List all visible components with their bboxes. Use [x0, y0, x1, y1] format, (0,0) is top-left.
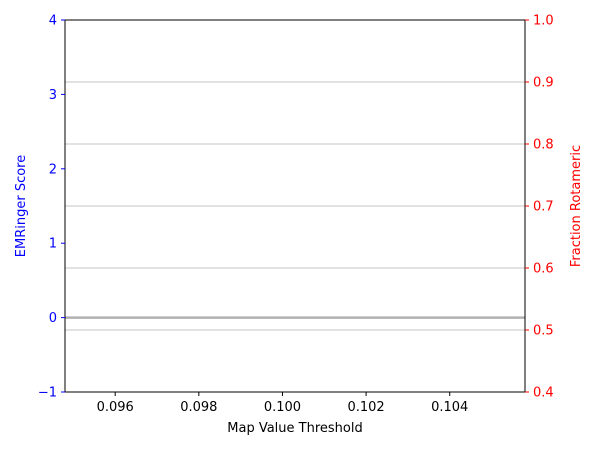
y-left-tick-label: 3 [49, 88, 57, 103]
x-axis-title: Map Value Threshold [227, 421, 362, 436]
y-axis-left: −1 0 1 2 3 4 [38, 14, 65, 401]
y-right-tick-label: 0.8 [533, 138, 554, 153]
y-left-tick-label: 1 [49, 237, 57, 252]
y-right-tick-label: 0.6 [533, 262, 554, 277]
y-right-tick-label: 0.5 [533, 324, 554, 339]
y-right-tick-label: 0.4 [533, 386, 554, 401]
y-left-tick-label: −1 [38, 386, 57, 401]
y-left-tick-label: 2 [49, 162, 57, 177]
y-axis-left-title: EMRinger Score [14, 155, 29, 257]
x-tick-label: 0.096 [97, 400, 134, 415]
y-left-tick-label: 0 [49, 311, 57, 326]
y-right-tick-label: 0.7 [533, 200, 554, 215]
grid-lines [65, 81, 525, 331]
x-tick-label: 0.098 [180, 400, 217, 415]
x-axis: 0.096 0.098 0.100 0.102 0.104 [97, 392, 468, 415]
y-right-tick-label: 1.0 [533, 14, 554, 29]
x-tick-label: 0.102 [347, 400, 384, 415]
y-right-tick-label: 0.9 [533, 76, 554, 91]
x-tick-label: 0.100 [264, 400, 301, 415]
y-axis-right: 0.4 0.5 0.6 0.7 0.8 0.9 1.0 [525, 14, 554, 401]
x-tick-label: 0.104 [431, 400, 468, 415]
y-axis-right-title: Fraction Rotameric [569, 145, 584, 267]
y-left-tick-label: 4 [49, 14, 57, 29]
